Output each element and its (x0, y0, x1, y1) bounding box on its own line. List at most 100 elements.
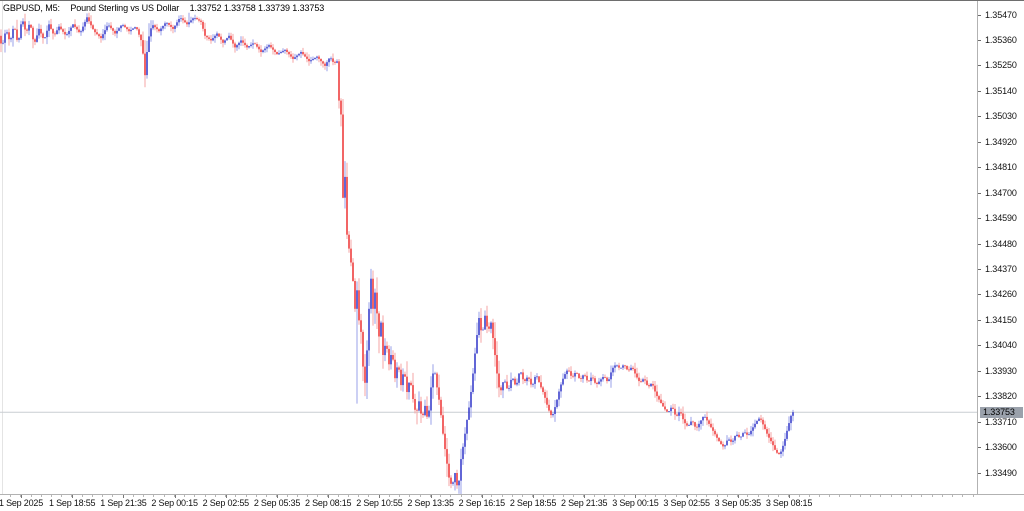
time-axis-minor-tick (563, 495, 564, 497)
bear-candle (528, 377, 530, 379)
bear-candle (348, 234, 350, 249)
bear-candle (436, 373, 438, 388)
price-tick-label: 1.33490 (985, 467, 1017, 478)
price-axis-tick (978, 243, 981, 245)
bull-candle (72, 24, 74, 28)
bull-candle (148, 36, 150, 52)
bull-candle (150, 28, 152, 37)
time-axis-minor-tick (214, 495, 216, 497)
time-axis-minor-tick (194, 495, 196, 497)
price-axis-tick (978, 268, 981, 270)
bear-candle (378, 313, 380, 337)
bull-candle (132, 28, 134, 30)
time-axis-minor-tick (685, 495, 687, 497)
bull-candle (670, 407, 672, 412)
bear-candle (586, 375, 588, 381)
bull-candle (264, 48, 266, 51)
time-axis-minor-tick (829, 495, 831, 497)
time-axis-minor-tick (726, 495, 728, 497)
bull-candle (536, 376, 538, 378)
bull-candle (268, 45, 270, 47)
bull-candle (690, 421, 692, 425)
time-axis-tick (277, 495, 278, 498)
bull-candle (284, 49, 286, 51)
bull-candle (598, 381, 600, 384)
price-axis-tick (978, 14, 981, 16)
time-axis-minor-tick (911, 495, 913, 497)
price-axis-tick (978, 167, 981, 169)
time-axis-minor-tick (593, 495, 595, 497)
bull-candle (786, 430, 788, 439)
bull-candle (698, 423, 700, 428)
price-axis[interactable]: 1.35470 1.35360 1.35250 1.35140 1.35030 1.349… (977, 1, 1024, 494)
time-axis-minor-tick (204, 495, 206, 497)
bull-candle (336, 61, 338, 63)
bull-candle (214, 35, 216, 39)
bull-candle (504, 381, 506, 383)
bull-candle (180, 18, 182, 20)
bear-candle (720, 441, 722, 445)
bear-candle (448, 463, 450, 478)
price-axis-tick (978, 39, 981, 41)
bear-candle (304, 54, 306, 57)
price-axis-tick (978, 90, 981, 92)
bear-candle (636, 373, 638, 378)
bull-candle (740, 436, 742, 438)
bull-candle (564, 374, 566, 379)
bear-candle (660, 399, 662, 404)
bull-candle (590, 377, 592, 382)
bull-candle (464, 433, 466, 447)
bull-candle (470, 392, 472, 408)
time-axis-minor-tick (337, 495, 339, 497)
bull-candle (28, 24, 30, 31)
bull-candle (678, 412, 680, 416)
bear-candle (206, 35, 208, 38)
bear-candle (596, 382, 598, 384)
time-axis-minor-tick (307, 495, 308, 497)
candlestick-chart[interactable] (0, 1, 977, 494)
bull-candle (726, 440, 728, 446)
bull-candle (216, 33, 218, 36)
time-axis-minor-tick (788, 495, 790, 497)
time-axis-minor-tick (286, 495, 288, 497)
bear-candle (618, 365, 620, 368)
price-tick-label: 1.35250 (985, 60, 1017, 71)
bull-candle (468, 407, 470, 420)
time-axis-minor-tick (173, 495, 175, 497)
bull-candle (650, 383, 652, 387)
price-axis-tick (978, 141, 981, 143)
bull-candle (344, 176, 346, 198)
bear-candle (142, 40, 144, 54)
bear-candle (286, 49, 288, 52)
time-axis-minor-tick (501, 495, 503, 497)
time-axis-minor-tick (583, 495, 585, 497)
bear-candle (656, 391, 658, 397)
bear-candle (644, 379, 646, 381)
time-tick-label: 2 Sep 21:35 (561, 498, 608, 508)
bear-candle (406, 376, 408, 392)
bull-candle (490, 322, 492, 329)
bull-candle (262, 50, 264, 52)
bear-candle (588, 380, 590, 382)
bear-candle (198, 19, 200, 21)
bull-candle (22, 21, 24, 25)
bull-candle (252, 43, 254, 45)
bear-candle (308, 58, 310, 62)
time-axis-minor-tick (51, 495, 52, 497)
bull-candle (380, 322, 382, 337)
bear-candle (682, 413, 684, 420)
bear-candle (276, 52, 278, 55)
price-tick-label: 1.34700 (985, 187, 1017, 198)
time-axis-minor-tick (460, 495, 462, 497)
time-axis[interactable]: 1 Sep 2025 1 Sep 18:55 1 Sep 21:35 2 Sep 00… (0, 494, 1024, 511)
bull-candle (390, 355, 392, 365)
bear-candle (112, 28, 114, 31)
time-tick-label: 3 Sep 05:35 (714, 498, 762, 508)
instrument-description: Pound Sterling vs US Dollar (70, 3, 180, 13)
price-tick-label: 1.34810 (985, 162, 1017, 173)
bear-candle (92, 25, 94, 30)
time-axis-minor-tick (347, 495, 349, 497)
bear-candle (446, 449, 448, 464)
time-axis-tick (686, 495, 688, 498)
